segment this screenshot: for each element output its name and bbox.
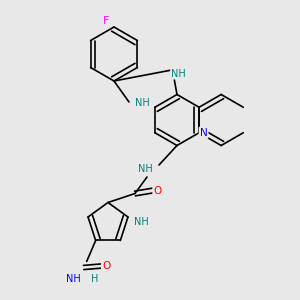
- Text: O: O: [102, 261, 110, 271]
- Text: NH: NH: [138, 164, 153, 175]
- Text: NH: NH: [66, 274, 81, 284]
- Text: NH: NH: [171, 68, 186, 79]
- Text: NH: NH: [134, 217, 149, 226]
- Text: O: O: [153, 185, 162, 196]
- Text: H: H: [91, 274, 98, 284]
- Text: NH: NH: [135, 98, 150, 109]
- Text: N: N: [200, 128, 208, 138]
- Text: F: F: [103, 16, 110, 26]
